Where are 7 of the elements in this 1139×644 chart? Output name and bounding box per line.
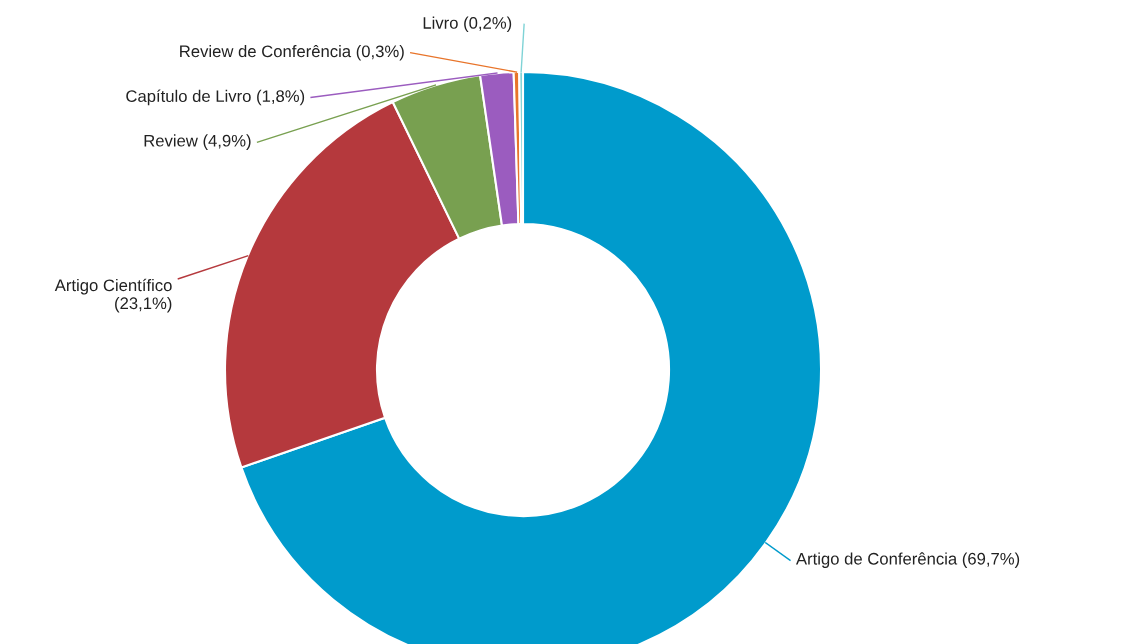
slice-label: Review de Conferência (0,3%) bbox=[180, 44, 404, 61]
slice-label: Artigo Científico bbox=[54, 278, 172, 295]
slice-label: Artigo de Conferência (69,7%) bbox=[795, 552, 1020, 568]
slice-label: Review (4,9%) bbox=[144, 134, 251, 150]
slice-label: Capítulo de Livro (1,8%) bbox=[126, 89, 305, 106]
slice-label: Livro (0,2%) bbox=[423, 16, 512, 33]
data-label: (23,1%) bbox=[115, 296, 172, 313]
